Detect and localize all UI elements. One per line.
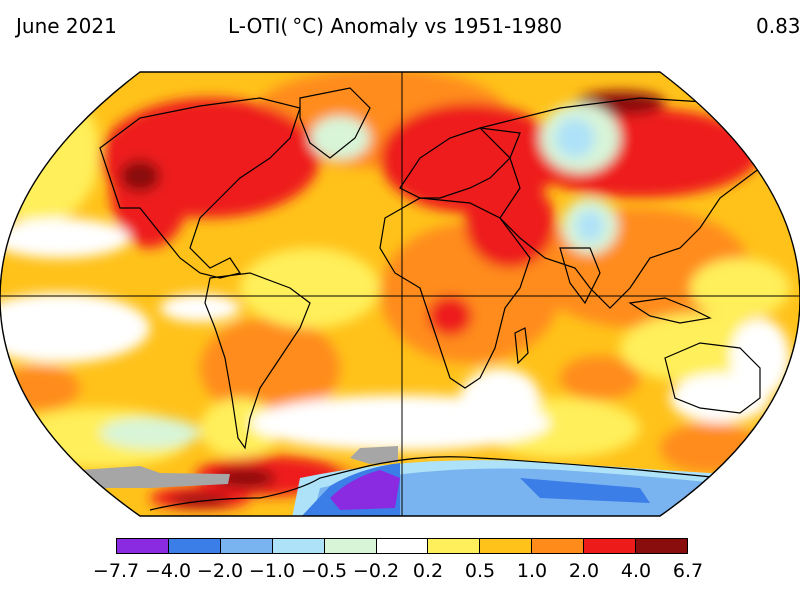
- colorbar-ticks: −7.7 −4.0 −2.0 −1.0 −0.5 −0.2 0.2 0.5 1.0 2.0 4.0 6…: [93, 560, 703, 586]
- global-mean-value: 0.83: [756, 14, 800, 38]
- colorbar-tick-label: −1.0: [248, 560, 296, 582]
- colorbar-tick-label: 0.2: [412, 560, 444, 582]
- map-title: L-OTI( °C) Anomaly vs 1951-1980: [228, 14, 563, 38]
- colorbar-swatch: [480, 539, 533, 553]
- colorbar: [116, 538, 688, 554]
- globe-outline: [0, 71, 800, 517]
- colorbar-swatch: [532, 539, 585, 553]
- anomaly-field: [0, 72, 800, 516]
- colorbar-tick-label: −7.7: [92, 560, 140, 582]
- colorbar-tick-label: −4.0: [144, 560, 192, 582]
- colorbar-tick-label: 0.5: [464, 560, 496, 582]
- colorbar-swatch: [324, 539, 377, 553]
- colorbar-swatch: [168, 539, 221, 553]
- colorbar-swatch: [636, 539, 687, 553]
- colorbar-swatch: [376, 539, 429, 553]
- colorbar-tick-label: 6.7: [672, 560, 704, 582]
- colorbar-tick-label: 2.0: [568, 560, 600, 582]
- colorbar-tick-label: 1.0: [516, 560, 548, 582]
- colorbar-swatch: [220, 539, 273, 553]
- colorbar-tick-label: −0.5: [300, 560, 348, 582]
- colorbar-swatch: [117, 539, 169, 553]
- map-date-label: June 2021: [16, 14, 117, 38]
- colorbar-tick-label: −0.2: [352, 560, 400, 582]
- colorbar-tick-label: −2.0: [196, 560, 244, 582]
- colorbar-tick-label: 4.0: [620, 560, 652, 582]
- colorbar-swatch: [272, 539, 325, 553]
- colorbar-swatch: [428, 539, 481, 553]
- colorbar-swatch: [584, 539, 637, 553]
- world-temperature-anomaly-map: [0, 71, 800, 517]
